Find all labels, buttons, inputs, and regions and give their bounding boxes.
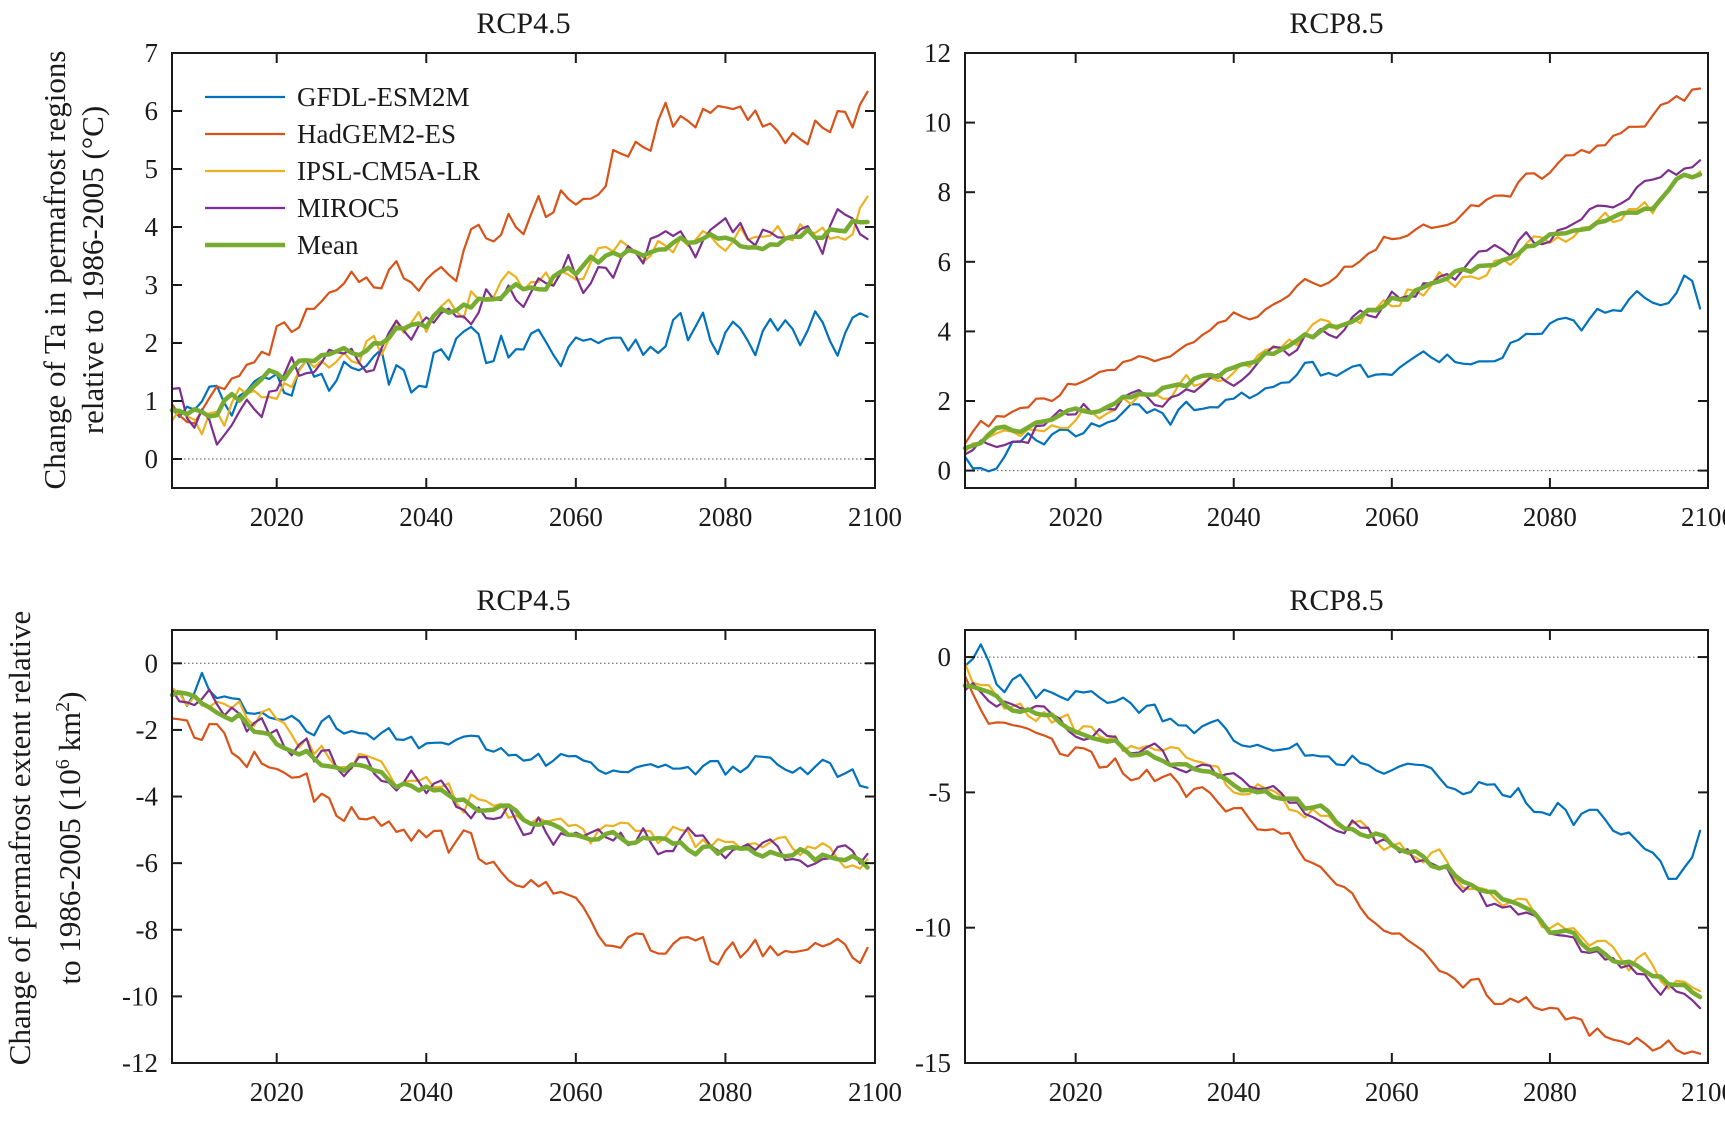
series-line-gfdl-esm2m [963,643,1702,881]
ylabel-bottom-prefix: to 1986-2005 (10 [52,769,87,984]
series-line-miroc5 [170,208,869,446]
x-tick-label: 2040 [399,1077,453,1107]
series-line-mean [169,690,870,870]
panel-top-right-rcp85-temperature: RCP8.5 2020 2040 2060 2080 2100 0 2 4 6 8 10 12 [924,7,1725,532]
x-tick-label: 2020 [250,502,304,532]
ylabel-bottom-mid: km [52,712,87,759]
y-tick-label: 4 [938,316,952,346]
y-tick-label: 0 [145,444,159,474]
series-line-gfdl-esm2m [963,274,1702,473]
axes-frame [964,52,1709,489]
series-line-miroc5 [170,688,869,868]
axes-frame [964,629,1709,1064]
y-tick-label: -10 [122,981,158,1011]
y-tick-label: 6 [938,247,952,277]
x-tick-label: 2060 [1365,1077,1419,1107]
panel-bottom-left-rcp45-extent: RCP4.5 2020 2040 2060 2080 2100 0 -2 -4 -6 -8 -10 -1… [122,584,902,1107]
x-tick-label: 2040 [1207,502,1261,532]
ylabel-top-line1: Change of Ta in permafrost regions [37,51,72,490]
y-tick-label: 3 [145,270,159,300]
ylabel-bottom-sup2: 2 [52,702,74,712]
x-tick-label: 2040 [1207,1077,1261,1107]
y-tick-label: -2 [136,715,159,745]
series-line-hadgem2-es [963,87,1702,445]
y-tick-label: 4 [145,212,159,242]
y-tick-label: -8 [136,915,159,945]
panel-bottom-right-rcp85-extent: RCP8.5 2020 2040 2060 2080 2100 0 -5 -10 -15 [915,584,1725,1107]
y-tick-label: 0 [938,456,952,486]
legend-label-hadgem2-es: HadGEM2-ES [297,119,456,149]
ylabel-bottom-sup1: 6 [52,759,74,769]
series-line-hadgem2-es [963,674,1702,1055]
ylabel-bottom-line1: Change of permafrost extent relative [2,611,37,1065]
y-tick-label: -12 [122,1048,158,1078]
series-line-mean [169,218,870,419]
series-line-gfdl-esm2m [170,671,869,789]
y-tick-label: -15 [915,1048,951,1078]
panel-top-left-rcp45-temperature: RCP4.5 2020 2040 2060 2080 2100 0 1 2 3 4 5 6 7 [145,7,903,532]
ylabel-bottom-line2: to 1986-2005 (106 km2) [52,692,87,985]
y-tick-label: 0 [145,648,159,678]
y-tick-label: -4 [136,782,159,812]
legend-label-ipsl-cm5a-lr: IPSL-CM5A-LR [297,156,480,186]
x-tick-label: 2020 [1049,502,1103,532]
y-tick-label: -10 [915,913,951,943]
y-tick-label: -5 [929,777,952,807]
x-tick-label: 2060 [549,502,603,532]
y-tick-label: 1 [145,386,159,416]
y-tick-label: -6 [136,848,159,878]
x-tick-label: 2060 [549,1077,603,1107]
x-tick-label: 2060 [1365,502,1419,532]
ylabel-top-line2: relative to 1986-2005 (°C) [75,106,110,434]
series-line-mean [962,172,1703,451]
x-tick-label: 2100 [848,1077,902,1107]
y-tick-label: 8 [938,177,952,207]
y-tick-label: 6 [145,96,159,126]
y-tick-label: 2 [145,328,159,358]
axes-frame [171,629,876,1064]
y-tick-label: 0 [938,642,952,672]
series-line-hadgem2-es [170,717,869,966]
y-tick-label: 5 [145,154,159,184]
ylabel-bottom-suffix: ) [52,692,87,702]
y-tick-label: 7 [145,38,159,68]
x-tick-label: 2080 [1523,1077,1577,1107]
y-tick-label: 10 [924,108,951,138]
legend-label-mean: Mean [297,230,359,260]
x-tick-label: 2080 [698,502,752,532]
panel-title: RCP4.5 [476,584,570,617]
x-tick-label: 2080 [698,1077,752,1107]
series-line-miroc5 [963,682,1702,1010]
x-tick-label: 2100 [1681,1077,1725,1107]
panel-title: RCP8.5 [1289,7,1383,40]
legend-label-miroc5: MIROC5 [297,193,399,223]
y-tick-label: 12 [924,38,951,68]
series-line-gfdl-esm2m [170,310,869,418]
x-tick-label: 2020 [1049,1077,1103,1107]
axes-frame [171,52,876,489]
x-tick-label: 2100 [1681,502,1725,532]
legend-label-gfdl-esm2m: GFDL-ESM2M [297,82,470,112]
panel-title: RCP4.5 [476,7,570,40]
panel-title: RCP8.5 [1289,584,1383,617]
series-line-hadgem2-es [170,90,869,425]
series-line-ipsl-cm5a-lr [963,662,1702,993]
series-line-mean [962,683,1703,1000]
x-tick-label: 2080 [1523,502,1577,532]
series-line-miroc5 [963,159,1702,456]
y-tick-label: 2 [938,386,952,416]
x-tick-label: 2100 [848,502,902,532]
x-tick-label: 2020 [250,1077,304,1107]
series-line-ipsl-cm5a-lr [170,195,869,436]
x-tick-label: 2040 [399,502,453,532]
legend: GFDL-ESM2M HadGEM2-ES IPSL-CM5A-LR MIROC5 Me… [205,82,480,260]
